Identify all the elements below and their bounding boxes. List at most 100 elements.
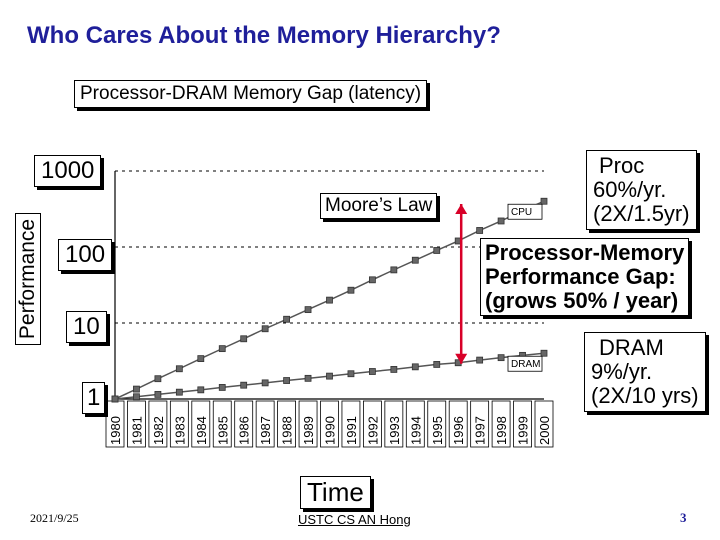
- xtick-label-1980: 1980: [108, 416, 123, 445]
- xtick-label-1999: 1999: [516, 416, 531, 445]
- xtick-label-1996: 1996: [451, 416, 466, 445]
- point-cpu-1981: [133, 385, 140, 393]
- point-cpu-1995: [433, 247, 441, 254]
- series-label-cpu: CPU: [511, 207, 532, 218]
- ytick-100: 100: [58, 239, 113, 271]
- point-cpu-1990: [326, 296, 333, 304]
- point-dram-1990: [326, 372, 333, 380]
- point-dram-1987: [261, 379, 269, 387]
- xtick-box-1994: [405, 400, 425, 448]
- xtick-label-1986: 1986: [237, 416, 252, 445]
- dram-growth-note: DRAM 9%/yr. (2X/10 yrs): [584, 332, 706, 412]
- point-dram-1984: [197, 386, 205, 394]
- xtick-label-1992: 1992: [365, 416, 380, 445]
- ytick-1: 1: [82, 382, 106, 414]
- xtick-box-1991: [341, 400, 361, 448]
- point-dram-2000: [540, 349, 548, 357]
- moores-law-label: Moore’s Law: [320, 193, 438, 219]
- gap-note-line-2: Performance Gap:: [485, 264, 676, 289]
- dram-note-line-2: 9%/yr.: [591, 359, 653, 384]
- xtick-box-1984: [191, 400, 211, 448]
- footer-author: USTC CS AN Hong: [298, 512, 411, 527]
- xtick-label-1988: 1988: [280, 416, 295, 445]
- point-dram-1988: [283, 377, 291, 384]
- proc-growth-note: Proc 60%/yr. (2X/1.5yr): [586, 150, 697, 230]
- point-cpu-1982: [154, 375, 162, 383]
- xtick-label-1995: 1995: [430, 416, 445, 445]
- gap-note-line-3: (grows 50% / year): [485, 288, 679, 313]
- chart-title: Processor-DRAM Memory Gap (latency): [74, 80, 428, 108]
- point-dram-1980: [111, 395, 119, 403]
- proc-note-line-3: (2X/1.5yr): [593, 201, 690, 226]
- xtick-label-1990: 1990: [323, 416, 338, 445]
- xtick-label-1981: 1981: [129, 416, 144, 445]
- dram-note-line-1: DRAM: [599, 335, 664, 360]
- point-dram-1986: [240, 381, 248, 389]
- ytick-10: 10: [66, 311, 107, 343]
- point-cpu-1987: [261, 325, 269, 333]
- xtick-box-1993: [384, 400, 404, 448]
- x-axis-title: Time: [300, 476, 371, 509]
- xtick-box-1985: [212, 400, 232, 448]
- footer-date: 2021/9/25: [30, 511, 79, 525]
- xtick-label-1993: 1993: [387, 416, 402, 445]
- point-dram-1992: [368, 368, 376, 375]
- point-cpu-1997: [476, 227, 484, 234]
- xtick-box-2000: [534, 400, 554, 448]
- xtick-label-1989: 1989: [301, 416, 316, 445]
- xtick-label-1991: 1991: [344, 416, 359, 445]
- point-dram-1991: [347, 370, 355, 378]
- point-cpu-2000: [540, 197, 548, 205]
- point-dram-1994: [411, 363, 419, 371]
- point-dram-1983: [175, 388, 183, 396]
- xtick-box-1982: [148, 400, 168, 448]
- gap-note: Processor-Memory Performance Gap: (grows…: [480, 238, 690, 316]
- xtick-label-2000: 2000: [537, 416, 552, 445]
- xtick-box-1995: [427, 400, 447, 448]
- proc-note-line-2: 60%/yr.: [593, 177, 667, 202]
- xtick-box-1999: [513, 400, 532, 448]
- point-cpu-1994: [411, 256, 419, 264]
- xtick-box-1989: [298, 400, 318, 448]
- series-label-box-dram: [507, 355, 543, 372]
- point-dram-1993: [390, 366, 398, 373]
- xtick-label-1994: 1994: [408, 416, 423, 445]
- xtick-label-1987: 1987: [258, 416, 273, 445]
- xtick-label-1997: 1997: [473, 416, 488, 445]
- point-dram-1982: [154, 390, 162, 398]
- gap-note-line-1: Processor-Memory: [485, 240, 685, 265]
- xtick-box-1981: [127, 400, 146, 448]
- xtick-box-1988: [277, 400, 297, 448]
- xtick-label-1985: 1985: [215, 416, 230, 445]
- proc-note-line-1: Proc: [599, 153, 645, 178]
- slide-title: Who Cares About the Memory Hierarchy?: [27, 22, 501, 49]
- xtick-box-1983: [169, 400, 189, 448]
- xtick-label-1984: 1984: [194, 416, 209, 445]
- ytick-1000: 1000: [34, 155, 102, 187]
- y-axis-label: Performance: [15, 213, 41, 345]
- xtick-box-1990: [320, 400, 339, 448]
- gap-arrow-head-top: [455, 204, 468, 214]
- dram-note-line-3: (2X/10 yrs): [591, 383, 699, 408]
- point-dram-1981: [133, 393, 140, 401]
- point-dram-1997: [476, 356, 484, 364]
- gap-arrow-head-bottom: [455, 353, 468, 364]
- xtick-box-1998: [491, 400, 511, 448]
- point-dram-1998: [497, 354, 505, 362]
- point-dram-1985: [218, 384, 226, 391]
- point-dram-1995: [433, 361, 441, 368]
- point-cpu-1998: [497, 217, 505, 225]
- series-label-box-cpu: [507, 203, 543, 220]
- point-dram-1989: [304, 374, 312, 382]
- xtick-label-1983: 1983: [172, 416, 187, 445]
- point-cpu-1993: [390, 266, 398, 274]
- point-cpu-1988: [283, 315, 291, 323]
- xtick-box-1996: [448, 400, 468, 448]
- xtick-box-1997: [470, 400, 490, 448]
- point-cpu-1991: [347, 286, 355, 294]
- xtick-label-1982: 1982: [151, 416, 166, 445]
- xtick-box-1992: [362, 400, 382, 448]
- point-cpu-1989: [304, 306, 312, 314]
- xtick-box-1987: [255, 400, 275, 448]
